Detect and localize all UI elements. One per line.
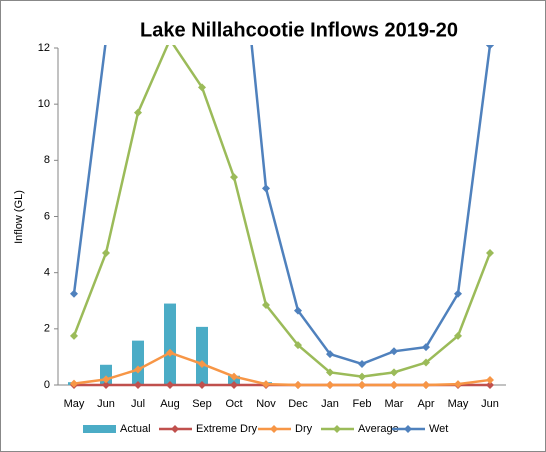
bar bbox=[196, 326, 208, 385]
marker bbox=[390, 347, 398, 356]
marker bbox=[358, 359, 366, 368]
x-tick-label: May bbox=[64, 398, 85, 410]
legend-label: Average bbox=[358, 423, 399, 435]
marker bbox=[390, 368, 398, 377]
x-tick-label: Feb bbox=[353, 398, 372, 410]
marker bbox=[454, 380, 462, 389]
marker bbox=[166, 381, 174, 389]
x-tick-label: Sep bbox=[192, 398, 212, 410]
marker bbox=[102, 375, 110, 384]
marker bbox=[262, 184, 270, 193]
marker bbox=[198, 381, 206, 389]
bar bbox=[132, 340, 144, 385]
y-tick-label: 12 bbox=[38, 42, 50, 54]
marker bbox=[102, 381, 110, 389]
marker bbox=[70, 331, 78, 340]
y-tick-label: 8 bbox=[44, 154, 50, 166]
legend-label: Extreme Dry bbox=[196, 423, 258, 435]
marker bbox=[102, 36, 110, 44]
x-tick-label: Dec bbox=[288, 398, 308, 410]
marker bbox=[422, 381, 430, 389]
x-tick-label: Nov bbox=[256, 398, 276, 410]
legend-marker bbox=[270, 425, 278, 433]
marker bbox=[486, 381, 494, 389]
marker bbox=[70, 289, 78, 298]
x-tick-label: May bbox=[448, 398, 469, 410]
x-tick-label: Aug bbox=[160, 398, 180, 410]
marker bbox=[326, 381, 334, 389]
marker bbox=[230, 173, 238, 182]
y-tick-label: 4 bbox=[44, 267, 50, 279]
marker bbox=[454, 331, 462, 340]
marker bbox=[294, 306, 302, 315]
marker bbox=[422, 358, 430, 367]
marker bbox=[294, 341, 302, 350]
x-tick-label: Jun bbox=[481, 398, 499, 410]
marker bbox=[294, 381, 302, 389]
legend-label: Dry bbox=[295, 423, 313, 435]
marker bbox=[230, 372, 238, 381]
marker bbox=[390, 381, 398, 389]
y-tick-label: 2 bbox=[44, 323, 50, 335]
marker bbox=[134, 365, 142, 374]
marker bbox=[198, 359, 206, 368]
marker bbox=[358, 381, 366, 389]
y-tick-label: 6 bbox=[44, 210, 50, 222]
legend-marker bbox=[404, 425, 412, 433]
legend-marker bbox=[333, 425, 341, 433]
legend-label: Wet bbox=[429, 423, 448, 435]
marker bbox=[358, 372, 366, 381]
marker bbox=[166, 348, 174, 357]
x-tick-label: Jun bbox=[97, 398, 115, 410]
marker bbox=[262, 380, 270, 389]
x-tick-label: Mar bbox=[385, 398, 404, 410]
marker bbox=[70, 379, 78, 388]
legend-swatch bbox=[83, 425, 116, 433]
x-tick-label: Oct bbox=[225, 398, 242, 410]
y-tick-label: 0 bbox=[44, 379, 50, 391]
marker bbox=[422, 343, 430, 352]
chart-title: Lake Nillahcootie Inflows 2019-20 bbox=[140, 19, 458, 41]
marker bbox=[230, 381, 238, 389]
marker bbox=[102, 249, 110, 258]
line bbox=[72, 45, 492, 366]
legend-label: Actual bbox=[120, 423, 151, 435]
x-tick-label: Jan bbox=[321, 398, 339, 410]
marker bbox=[262, 300, 270, 309]
marker bbox=[198, 83, 206, 92]
marker bbox=[326, 350, 334, 359]
marker bbox=[454, 289, 462, 298]
marker bbox=[326, 368, 334, 377]
legend-marker bbox=[171, 425, 179, 433]
marker bbox=[486, 249, 494, 258]
marker bbox=[134, 108, 142, 117]
marker bbox=[486, 45, 494, 50]
x-tick-label: Apr bbox=[417, 398, 434, 410]
line bbox=[73, 351, 491, 387]
bar bbox=[164, 303, 176, 385]
marker bbox=[134, 381, 142, 389]
plot-area bbox=[68, 36, 494, 389]
y-axis-label: Inflow (GL) bbox=[13, 190, 25, 244]
x-tick-label: Jul bbox=[131, 398, 145, 410]
marker bbox=[486, 375, 494, 384]
line bbox=[72, 45, 492, 378]
y-tick-label: 10 bbox=[38, 98, 50, 110]
